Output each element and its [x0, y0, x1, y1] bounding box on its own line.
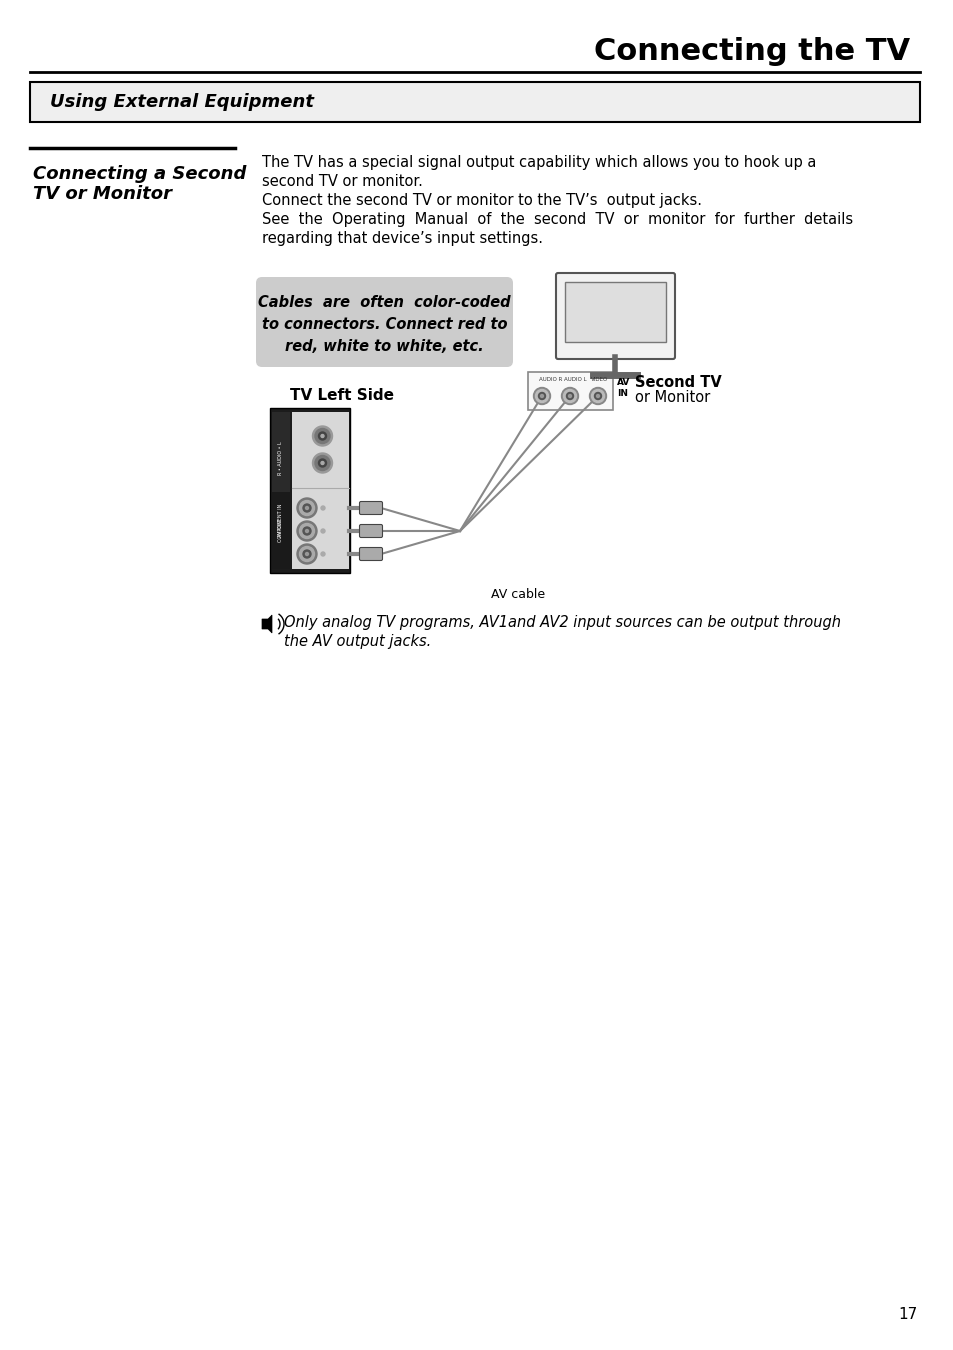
FancyBboxPatch shape: [359, 548, 382, 560]
Text: AV OUT: AV OUT: [278, 518, 283, 537]
Polygon shape: [262, 616, 272, 633]
Bar: [564, 282, 665, 342]
Text: R • AUDIO • L: R • AUDIO • L: [278, 441, 283, 475]
Circle shape: [305, 506, 308, 509]
Text: Connecting a Second: Connecting a Second: [33, 165, 246, 184]
Circle shape: [296, 521, 316, 541]
Text: AUDIO R: AUDIO R: [538, 377, 561, 382]
Circle shape: [314, 428, 330, 444]
Circle shape: [533, 387, 550, 405]
Text: IN: IN: [617, 389, 627, 398]
Bar: [30, 82, 919, 122]
FancyBboxPatch shape: [556, 273, 675, 359]
Circle shape: [589, 387, 606, 405]
Circle shape: [320, 506, 325, 510]
Circle shape: [299, 501, 314, 516]
Bar: [527, 373, 613, 410]
Circle shape: [596, 394, 598, 397]
Text: See  the  Operating  Manual  of  the  second  TV  or  monitor  for  further  det: See the Operating Manual of the second T…: [262, 212, 852, 227]
Text: the AV output jacks.: the AV output jacks.: [284, 634, 431, 649]
FancyBboxPatch shape: [255, 277, 513, 367]
Text: Using External Equipment: Using External Equipment: [50, 93, 314, 111]
Text: AUDIO L: AUDIO L: [563, 377, 586, 382]
Text: TV Left Side: TV Left Side: [290, 387, 394, 404]
Circle shape: [303, 526, 311, 535]
Text: to connectors. Connect red to: to connectors. Connect red to: [261, 317, 507, 332]
Text: AV: AV: [617, 378, 630, 387]
Circle shape: [535, 390, 548, 402]
Text: red, white to white, etc.: red, white to white, etc.: [285, 339, 483, 354]
Circle shape: [320, 435, 324, 437]
Circle shape: [313, 454, 333, 472]
Text: COMPONENT IN: COMPONENT IN: [278, 504, 283, 543]
Bar: [272, 412, 290, 568]
Circle shape: [591, 390, 604, 402]
Circle shape: [537, 393, 545, 400]
Text: Only analog TV programs, AV1and AV2 input sources can be output through: Only analog TV programs, AV1and AV2 inpu…: [284, 616, 841, 630]
Circle shape: [318, 459, 326, 467]
Circle shape: [561, 387, 578, 405]
Circle shape: [320, 529, 325, 533]
Bar: [270, 408, 350, 572]
Text: AV cable: AV cable: [491, 589, 544, 601]
Circle shape: [314, 455, 330, 471]
Bar: [272, 491, 290, 568]
Circle shape: [320, 462, 324, 464]
Circle shape: [566, 393, 573, 400]
Circle shape: [540, 394, 543, 397]
Text: Connect the second TV or monitor to the TV’s  output jacks.: Connect the second TV or monitor to the …: [262, 193, 701, 208]
Circle shape: [299, 524, 314, 539]
Circle shape: [568, 394, 571, 397]
Text: regarding that device’s input settings.: regarding that device’s input settings.: [262, 231, 542, 246]
Text: The TV has a special signal output capability which allows you to hook up a: The TV has a special signal output capab…: [262, 155, 816, 170]
Circle shape: [305, 529, 308, 532]
FancyBboxPatch shape: [359, 501, 382, 514]
Circle shape: [318, 432, 326, 440]
Circle shape: [303, 549, 311, 558]
Text: 17: 17: [898, 1307, 917, 1322]
Bar: [292, 412, 349, 568]
Circle shape: [563, 390, 576, 402]
Text: or Monitor: or Monitor: [635, 390, 709, 405]
Text: second TV or monitor.: second TV or monitor.: [262, 174, 422, 189]
FancyBboxPatch shape: [359, 525, 382, 537]
Text: TV or Monitor: TV or Monitor: [33, 185, 172, 202]
Circle shape: [303, 504, 311, 512]
Circle shape: [299, 547, 314, 562]
Text: VIDEO: VIDEO: [590, 377, 608, 382]
Text: Second TV: Second TV: [635, 375, 721, 390]
Text: Connecting the TV: Connecting the TV: [594, 38, 909, 66]
Circle shape: [313, 427, 333, 446]
Circle shape: [594, 393, 601, 400]
Circle shape: [296, 498, 316, 518]
Circle shape: [296, 544, 316, 564]
Circle shape: [305, 552, 308, 555]
Text: Cables  are  often  color-coded: Cables are often color-coded: [258, 296, 510, 310]
Circle shape: [320, 552, 325, 556]
